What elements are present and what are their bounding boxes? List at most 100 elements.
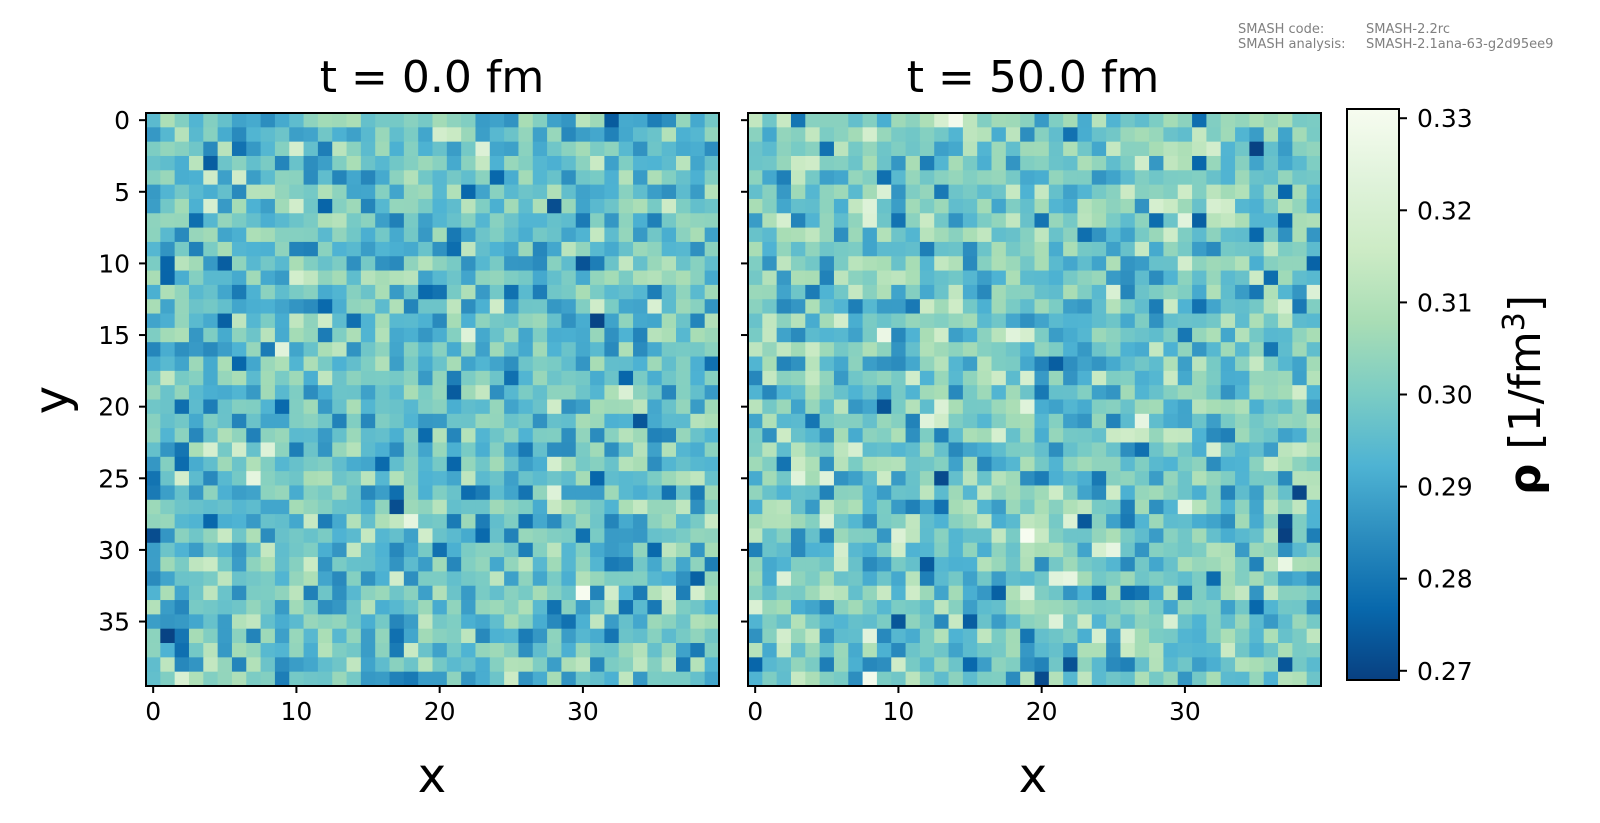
- heatmap-cell: [188, 585, 204, 601]
- heatmap-cell: [876, 485, 892, 501]
- heatmap-cell: [1306, 657, 1322, 673]
- heatmap-cell: [1206, 514, 1222, 529]
- heatmap-cell: [1249, 428, 1265, 443]
- heatmap-cell: [1048, 327, 1064, 343]
- heatmap-cell: [1106, 657, 1121, 673]
- heatmap-cell: [805, 256, 821, 271]
- heatmap-cell: [575, 256, 591, 271]
- heatmap-cell: [1091, 514, 1107, 529]
- heatmap-cell: [1235, 299, 1250, 314]
- heatmap-cell: [848, 141, 863, 157]
- heatmap-cell: [532, 313, 548, 329]
- heatmap-cell: [1220, 356, 1236, 372]
- heatmap-cell: [891, 471, 906, 486]
- heatmap-cell: [991, 327, 1007, 343]
- heatmap-cell: [246, 571, 261, 587]
- heatmap-cell: [748, 370, 763, 386]
- heatmap-cell: [274, 327, 290, 343]
- heatmap-cell: [1020, 385, 1035, 400]
- heatmap-cell: [905, 385, 921, 400]
- heatmap-cell: [991, 370, 1007, 386]
- heatmap-cell: [260, 628, 276, 644]
- heatmap-cell: [346, 413, 362, 429]
- heatmap-cell: [919, 428, 935, 443]
- heatmap-cell: [518, 299, 534, 314]
- y-tick-label: 5: [114, 178, 130, 207]
- heatmap-cell: [418, 571, 433, 587]
- heatmap-cell: [403, 413, 419, 429]
- heatmap-cell: [160, 600, 176, 615]
- heatmap-cell: [1206, 657, 1222, 673]
- heatmap-cell: [962, 170, 978, 186]
- heatmap-cell: [1235, 113, 1250, 128]
- heatmap-cell: [317, 241, 333, 257]
- heatmap-cell: [446, 141, 462, 157]
- heatmap-cell: [418, 313, 433, 329]
- heatmap-cell: [948, 428, 964, 443]
- heatmap-cell: [1278, 241, 1293, 257]
- heatmap-cell: [188, 198, 204, 214]
- heatmap-cell: [360, 184, 376, 200]
- heatmap-cell: [360, 614, 376, 630]
- heatmap-cell: [748, 385, 763, 400]
- heatmap-cell: [1220, 442, 1236, 458]
- heatmap-cell: [561, 485, 577, 501]
- heatmap-cell: [289, 671, 304, 687]
- heatmap-cell: [1106, 571, 1121, 587]
- heatmap-cell: [547, 671, 562, 687]
- heatmap-cell: [1134, 413, 1150, 429]
- heatmap-cell: [1134, 442, 1150, 458]
- heatmap-cell: [647, 571, 663, 587]
- heatmap-cell: [1192, 213, 1207, 228]
- heatmap-cell: [1106, 356, 1121, 372]
- heatmap-cell: [633, 471, 648, 486]
- heatmap-cell: [1292, 657, 1308, 673]
- heatmap-cell: [891, 299, 906, 314]
- heatmap-cell: [1249, 528, 1265, 544]
- heatmap-cell: [805, 155, 821, 171]
- heatmap-cell: [274, 485, 290, 501]
- heatmap-cell: [1034, 671, 1050, 687]
- colorbar-label-symbol: ρ: [1500, 464, 1551, 496]
- heatmap-cell: [633, 628, 648, 644]
- heatmap-cell: [1278, 542, 1293, 558]
- heatmap-cell: [1206, 428, 1222, 443]
- heatmap-cell: [934, 600, 949, 615]
- heatmap-cell: [891, 413, 906, 429]
- heatmap-cell: [1163, 413, 1179, 429]
- heatmap-cell: [1263, 399, 1279, 415]
- heatmap-cell: [289, 241, 304, 257]
- heatmap-cell: [475, 342, 491, 357]
- heatmap-cell: [776, 370, 792, 386]
- heatmap-cell: [748, 557, 763, 572]
- heatmap-cell: [1249, 198, 1265, 214]
- heatmap-cell: [1163, 485, 1179, 501]
- heatmap-cell: [876, 413, 892, 429]
- heatmap-cell: [1005, 141, 1021, 157]
- heatmap-cell: [748, 428, 763, 443]
- heatmap-cell: [1177, 542, 1193, 558]
- heatmap-cell: [346, 614, 362, 630]
- heatmap-cell: [389, 399, 405, 415]
- heatmap-cell: [862, 528, 878, 544]
- heatmap-cell: [1177, 127, 1193, 143]
- heatmap-cell: [934, 227, 949, 243]
- heatmap-cell: [833, 170, 849, 186]
- heatmap-cell: [274, 413, 290, 429]
- heatmap-cell: [819, 499, 835, 515]
- heatmap-cell: [1120, 614, 1136, 630]
- heatmap-cell: [676, 170, 691, 186]
- heatmap-cell: [1263, 485, 1279, 501]
- heatmap-cell: [1149, 671, 1164, 687]
- heatmap-cell: [1278, 657, 1293, 673]
- heatmap-cell: [604, 270, 620, 286]
- heatmap-cell: [1063, 528, 1078, 544]
- heatmap-cell: [1034, 485, 1050, 501]
- heatmap-cell: [532, 571, 548, 587]
- heatmap-cell: [833, 113, 849, 128]
- heatmap-cell: [1149, 270, 1164, 286]
- heatmap-cell: [1206, 456, 1222, 472]
- heatmap-cell: [1249, 585, 1265, 601]
- heatmap-cell: [332, 241, 347, 257]
- heatmap-cell: [1120, 141, 1136, 157]
